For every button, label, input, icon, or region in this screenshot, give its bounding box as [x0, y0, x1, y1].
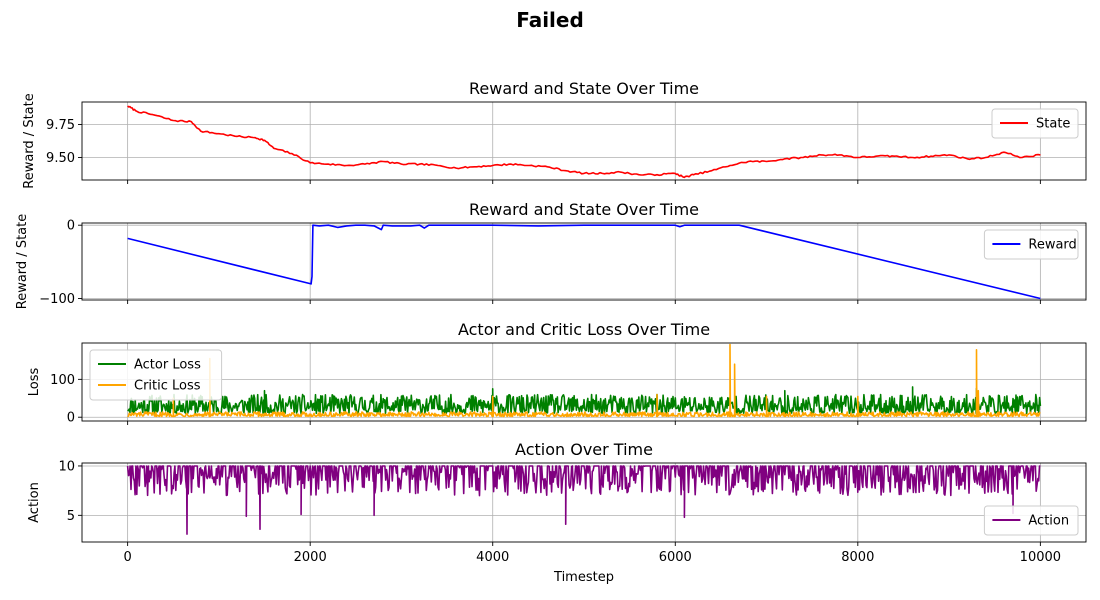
subplot-state: 9.50 9.75 Reward and State Over Time Reward…	[22, 79, 1087, 189]
y-tick-label: 9.75	[46, 118, 75, 133]
y-axis-label: Loss	[27, 368, 42, 397]
legend-label: Action	[1028, 514, 1069, 529]
y-tick-label: 100	[50, 373, 75, 388]
x-tick-label: 10000	[1020, 550, 1061, 565]
legend-label: State	[1036, 117, 1070, 132]
legend-box	[991, 108, 1079, 139]
plot-area	[82, 223, 1086, 300]
y-axis-label: Reward / State	[15, 214, 30, 309]
legend-label: Actor Loss	[134, 358, 201, 373]
legend: Actor Loss Critic Loss	[89, 349, 223, 401]
series-line-reward	[127, 224, 1041, 300]
series-line-state	[127, 105, 1041, 179]
legend-label: Reward	[1028, 238, 1076, 253]
legend: Reward	[983, 229, 1079, 260]
x-axis-label: Timestep	[553, 570, 614, 585]
figure-title: Failed	[516, 8, 584, 32]
x-tick-label: 0	[123, 550, 131, 565]
subplot-action: 0 2000 4000 6000 8000 10000 5 10 Action Over Tim…	[27, 440, 1087, 585]
legend-label: Critic Loss	[134, 379, 201, 394]
legend-box	[89, 349, 223, 401]
legend: Action	[983, 505, 1079, 536]
y-tick-label: 5	[67, 509, 75, 524]
series-line-action	[126, 465, 1041, 535]
legend-box	[983, 229, 1079, 260]
y-tick-label: 10	[58, 459, 75, 474]
y-tick-label: 0	[67, 411, 75, 426]
subplot-title: Reward and State Over Time	[469, 200, 699, 219]
axes-frame	[81, 101, 1087, 181]
x-tick-label: 4000	[476, 550, 509, 565]
series-line-critic-loss	[127, 343, 1041, 418]
x-tick-label: 6000	[659, 550, 692, 565]
axes-frame	[81, 342, 1087, 422]
subplot-title: Actor and Critic Loss Over Time	[458, 320, 710, 339]
plot-area	[82, 102, 1086, 180]
y-tick-label: 9.50	[46, 151, 75, 166]
series-line-actor-loss	[127, 386, 1042, 415]
y-tick-label: −100	[39, 292, 75, 307]
axes-frame	[81, 462, 1087, 543]
axes-frame	[81, 222, 1087, 301]
legend: State	[991, 108, 1079, 139]
subplot-title: Reward and State Over Time	[469, 79, 699, 98]
x-tick-label: 2000	[294, 550, 327, 565]
subplot-title: Action Over Time	[515, 440, 653, 459]
y-axis-label: Action	[27, 482, 42, 523]
y-tick-label: 0	[67, 219, 75, 234]
x-tick-label: 8000	[841, 550, 874, 565]
legend-box	[983, 505, 1079, 536]
subplot-loss: 0 100 Actor and Critic Loss Over Time Loss A…	[27, 320, 1087, 426]
subplot-reward: 0 −100 Reward and State Over Time Reward / …	[15, 200, 1087, 309]
y-axis-label: Reward / State	[22, 93, 37, 188]
